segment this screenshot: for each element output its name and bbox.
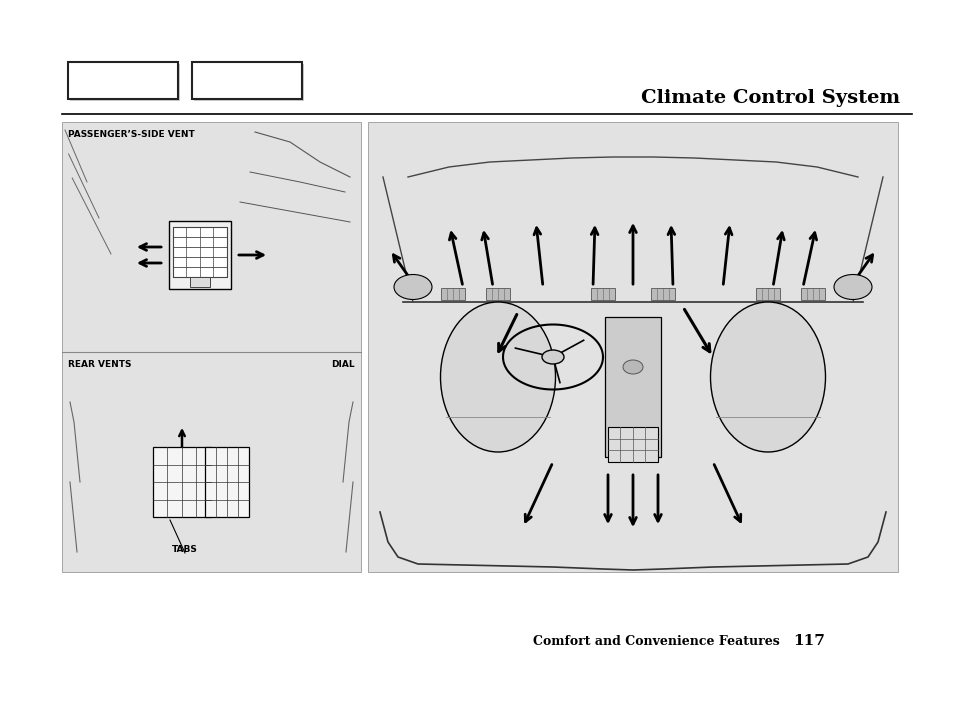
Text: PASSENGER’S-SIDE VENT: PASSENGER’S-SIDE VENT	[68, 130, 194, 139]
Ellipse shape	[622, 360, 642, 374]
Ellipse shape	[833, 275, 871, 300]
Ellipse shape	[710, 302, 824, 452]
Text: Climate Control System: Climate Control System	[640, 89, 899, 107]
Bar	[62, 122, 360, 572]
Text: Comfort and Convenience Features: Comfort and Convenience Features	[533, 635, 780, 648]
Bar	[607, 427, 658, 462]
Ellipse shape	[440, 302, 555, 452]
Bar	[604, 317, 660, 457]
Bar	[650, 288, 675, 300]
Bar	[68, 62, 178, 99]
Text: TABS: TABS	[172, 545, 197, 554]
Text: DIAL: DIAL	[331, 360, 355, 369]
Bar	[70, 64, 180, 101]
Bar	[590, 288, 615, 300]
Bar	[205, 447, 249, 517]
Bar	[192, 62, 302, 99]
Bar	[193, 64, 304, 101]
Bar	[755, 288, 780, 300]
Bar	[368, 122, 897, 572]
Text: 117: 117	[792, 634, 824, 648]
Bar	[190, 277, 210, 287]
Text: REAR VENTS: REAR VENTS	[68, 360, 132, 369]
Ellipse shape	[394, 275, 432, 300]
Bar	[152, 447, 211, 517]
Ellipse shape	[541, 350, 563, 364]
Bar	[485, 288, 510, 300]
Bar	[172, 227, 227, 277]
Bar	[169, 221, 231, 289]
Bar	[440, 288, 464, 300]
Bar	[801, 288, 824, 300]
